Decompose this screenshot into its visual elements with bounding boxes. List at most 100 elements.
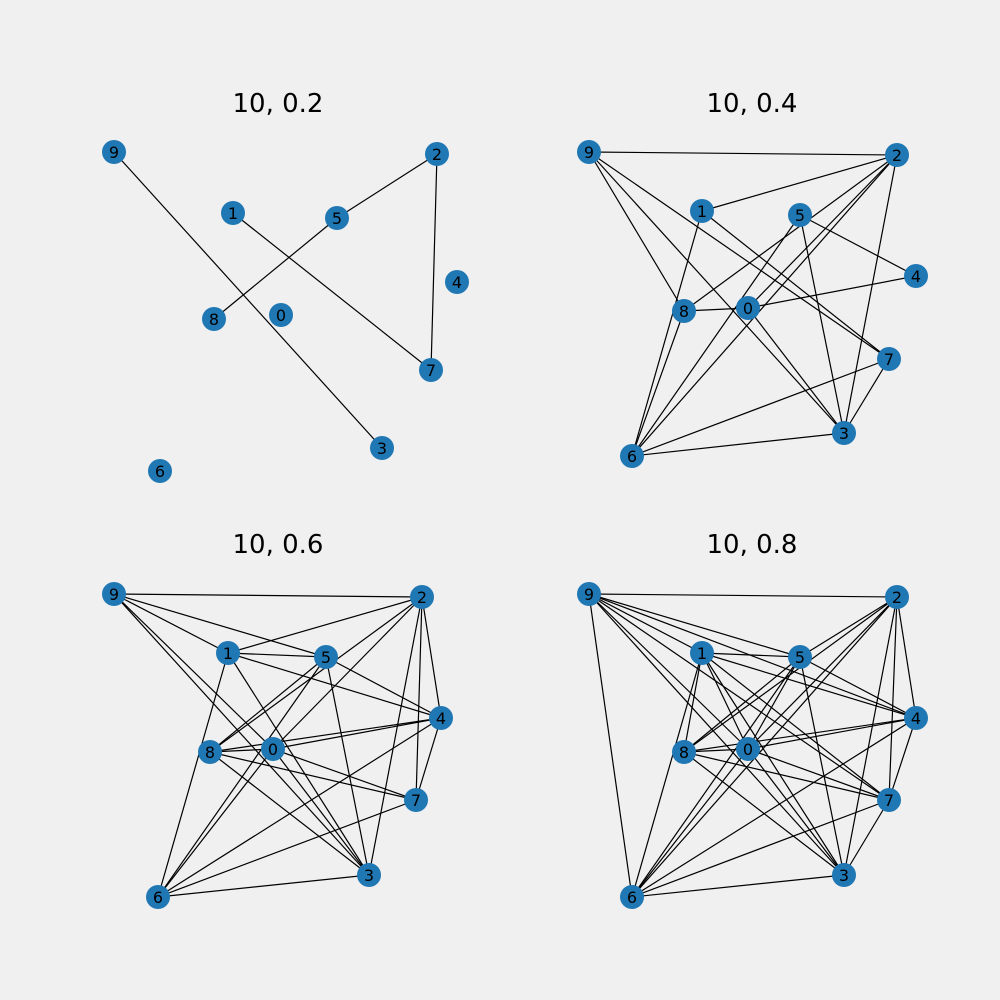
graph-panel-p02: 10, 0.2 0 1 2 3 4 5 6 7 8 9 xyxy=(102,89,469,483)
graph-edge-2-8 xyxy=(683,154,898,312)
node-label-1: 1 xyxy=(697,644,707,663)
graph-edge-1-5 xyxy=(227,652,327,658)
graph-edge-5-3 xyxy=(799,656,845,876)
panel-title: 10, 0.4 xyxy=(707,89,798,119)
graph-edge-1-6 xyxy=(631,652,703,898)
node-label-0: 0 xyxy=(743,740,753,759)
graph-edge-1-0 xyxy=(701,652,749,750)
graph-edge-1-7 xyxy=(701,652,890,801)
graph-edge-2-6 xyxy=(631,154,898,457)
node-label-4: 4 xyxy=(911,267,921,286)
graph-edge-2-6 xyxy=(631,596,898,898)
graph-edge-5-3 xyxy=(325,656,370,876)
node-label-7: 7 xyxy=(884,350,894,369)
node-label-9: 9 xyxy=(109,143,119,162)
graph-edge-2-3 xyxy=(843,154,898,434)
graph-edge-4-6 xyxy=(631,717,917,898)
node-label-0: 0 xyxy=(276,306,286,325)
graph-edge-9-0 xyxy=(113,593,274,750)
graph-edge-1-3 xyxy=(227,652,370,876)
edge-group xyxy=(113,593,442,898)
node-label-3: 3 xyxy=(839,424,849,443)
graph-edge-9-7 xyxy=(588,151,890,360)
graph-edge-2-5 xyxy=(336,153,438,219)
graph-edge-4-8 xyxy=(209,717,442,753)
graph-node-5 xyxy=(788,645,812,669)
node-label-6: 6 xyxy=(155,462,165,481)
node-label-4: 4 xyxy=(436,709,446,728)
panel-title: 10, 0.6 xyxy=(233,530,324,560)
graph-edge-9-3 xyxy=(588,151,845,434)
graph-node-7 xyxy=(877,347,901,371)
panel-title: 10, 0.2 xyxy=(233,89,324,119)
graph-node-6 xyxy=(620,444,644,468)
node-label-3: 3 xyxy=(364,866,374,885)
graph-node-9 xyxy=(102,140,126,164)
graph-edge-0-4 xyxy=(747,275,917,309)
graph-edge-0-3 xyxy=(747,748,845,876)
node-label-0: 0 xyxy=(268,740,278,759)
graph-edge-1-8 xyxy=(683,652,703,753)
graph-edge-8-7 xyxy=(683,751,890,801)
graph-edge-2-7 xyxy=(415,596,423,801)
graph-edge-9-3 xyxy=(113,151,383,449)
node-group: 0 1 2 3 4 5 6 7 8 9 xyxy=(577,582,928,909)
node-label-5: 5 xyxy=(795,206,805,225)
node-label-2: 2 xyxy=(892,588,902,607)
graph-node-6 xyxy=(148,459,172,483)
graph-edge-1-6 xyxy=(157,652,229,898)
graph-edge-1-4 xyxy=(701,652,917,719)
node-label-2: 2 xyxy=(417,588,427,607)
panel-title: 10, 0.8 xyxy=(707,530,798,560)
graph-edge-1-6 xyxy=(631,210,703,457)
graph-node-8 xyxy=(198,740,222,764)
graph-node-9 xyxy=(577,140,601,164)
graph-edge-1-2 xyxy=(701,154,898,212)
graph-edge-4-0 xyxy=(272,717,442,750)
graph-node-2 xyxy=(410,585,434,609)
graph-node-3 xyxy=(357,863,381,887)
graph-edge-8-3 xyxy=(683,751,845,876)
graph-node-5 xyxy=(788,203,812,227)
node-label-8: 8 xyxy=(679,743,689,762)
graph-edge-2-4 xyxy=(421,596,442,719)
edge-group xyxy=(588,593,917,898)
node-label-7: 7 xyxy=(411,791,421,810)
graph-node-6 xyxy=(146,885,170,909)
node-group: 0 1 2 3 4 5 6 7 8 9 xyxy=(102,582,453,909)
node-label-3: 3 xyxy=(839,866,849,885)
graph-edge-9-2 xyxy=(588,593,898,598)
graph-panel-p06: 10, 0.6 0 1 2 3 4 5 6 7 8 9 xyxy=(102,530,453,909)
node-label-9: 9 xyxy=(109,585,119,604)
graph-node-5 xyxy=(314,645,338,669)
edge-group xyxy=(113,151,438,449)
graph-edge-8-3 xyxy=(209,751,370,876)
node-label-5: 5 xyxy=(332,209,342,228)
node-label-8: 8 xyxy=(205,743,215,762)
graph-node-1 xyxy=(690,199,714,223)
graph-edge-2-5 xyxy=(799,596,898,658)
graph-node-3 xyxy=(370,436,394,460)
node-label-5: 5 xyxy=(795,648,805,667)
graph-node-8 xyxy=(202,307,226,331)
node-group: 0 1 2 3 4 5 6 7 8 9 xyxy=(577,140,928,468)
graph-node-0 xyxy=(736,296,760,320)
graph-edge-6-3 xyxy=(631,874,845,898)
graph-node-7 xyxy=(877,788,901,812)
node-label-8: 8 xyxy=(209,310,219,329)
graph-edge-1-7 xyxy=(232,212,432,371)
graph-edge-8-6 xyxy=(631,310,685,457)
graph-edge-5-6 xyxy=(631,214,801,457)
node-label-8: 8 xyxy=(679,302,689,321)
graph-edge-9-2 xyxy=(588,151,898,156)
graph-edge-1-7 xyxy=(701,210,890,360)
graph-edge-0-3 xyxy=(272,748,370,876)
graph-edge-5-4 xyxy=(799,656,917,719)
graph-edge-2-0 xyxy=(747,596,898,750)
node-label-2: 2 xyxy=(432,145,442,164)
graph-edge-4-6 xyxy=(157,717,442,898)
graph-edge-5-8 xyxy=(683,656,801,753)
graph-edge-2-7 xyxy=(430,153,438,371)
graph-edge-9-8 xyxy=(588,151,685,312)
